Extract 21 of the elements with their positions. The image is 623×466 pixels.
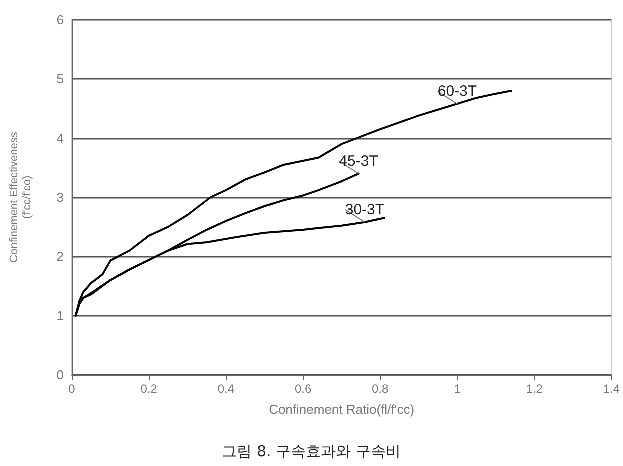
text: 그림 8. 구속효과와 구속비: [222, 442, 401, 460]
series-label: 30-3T: [345, 201, 385, 218]
x-tick-label: 0: [68, 382, 76, 396]
series-label: 45-3T: [339, 152, 378, 170]
x-tick-label: 0.8: [372, 382, 390, 396]
x-tick-label: 0.4: [218, 382, 235, 396]
y-tick-label: 1: [56, 308, 64, 324]
x-tick-label: 0.2: [140, 382, 158, 396]
x-tick-label: 1.4: [603, 382, 620, 396]
y-tick-label: 6: [56, 12, 64, 28]
x-axis-title: Confinement Ratio(fl/f'cc): [269, 402, 415, 417]
y-tick-label: 5: [56, 72, 64, 87]
y-axis-title: Confinement Effectiveness (f'cc/f'co): [8, 132, 34, 263]
x-tick-label: 1: [454, 382, 462, 396]
y-tick-label: 2: [56, 249, 64, 264]
y-tick-label: 4: [56, 130, 64, 146]
x-tick-label: 0.6: [294, 382, 312, 396]
series-label: 60-3T: [438, 83, 478, 100]
y-tick-label: 3: [56, 190, 64, 205]
y-tick-label: 0: [56, 368, 64, 382]
x-tick-label: 1.2: [526, 382, 544, 396]
